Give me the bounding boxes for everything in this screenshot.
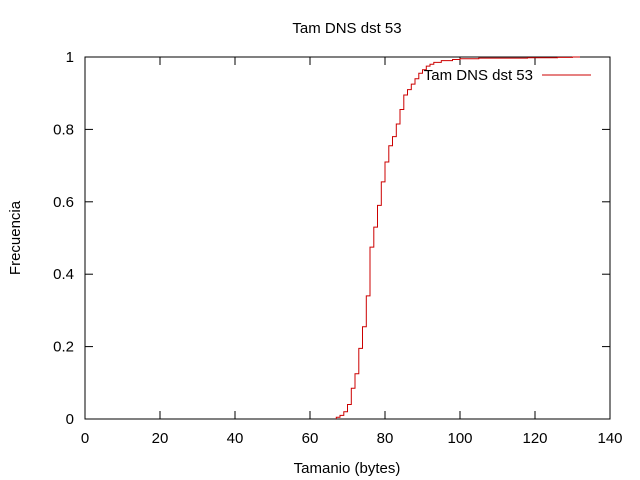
x-tick-label: 100 xyxy=(447,430,472,447)
series-line-tam-dns-dst-53 xyxy=(335,56,580,419)
chart-title: Tam DNS dst 53 xyxy=(292,20,401,37)
x-axis-label: Tamanio (bytes) xyxy=(294,460,401,477)
y-tick-label: 0.6 xyxy=(53,194,74,211)
x-tick-label: 40 xyxy=(227,430,244,447)
legend-label: Tam DNS dst 53 xyxy=(424,67,533,84)
y-tick-label: 0.8 xyxy=(53,121,74,138)
x-tick-label: 120 xyxy=(522,430,547,447)
x-tick-label: 60 xyxy=(302,430,319,447)
y-axis-label: Frecuencia xyxy=(7,200,24,275)
legend: Tam DNS dst 53 xyxy=(424,67,591,84)
y-tick-label: 0 xyxy=(66,411,74,428)
y-tick-label: 0.2 xyxy=(53,339,74,356)
y-tick-label: 1 xyxy=(66,49,74,66)
x-tick-label: 0 xyxy=(81,430,89,447)
plot-frame xyxy=(84,56,611,420)
y-tick-label: 0.4 xyxy=(53,266,74,283)
x-tick-label: 140 xyxy=(597,430,622,447)
x-tick-label: 20 xyxy=(152,430,169,447)
x-tick-label: 80 xyxy=(377,430,394,447)
y-axis-ticks: 0 0.2 0.4 0.6 0.8 1 xyxy=(53,49,610,428)
